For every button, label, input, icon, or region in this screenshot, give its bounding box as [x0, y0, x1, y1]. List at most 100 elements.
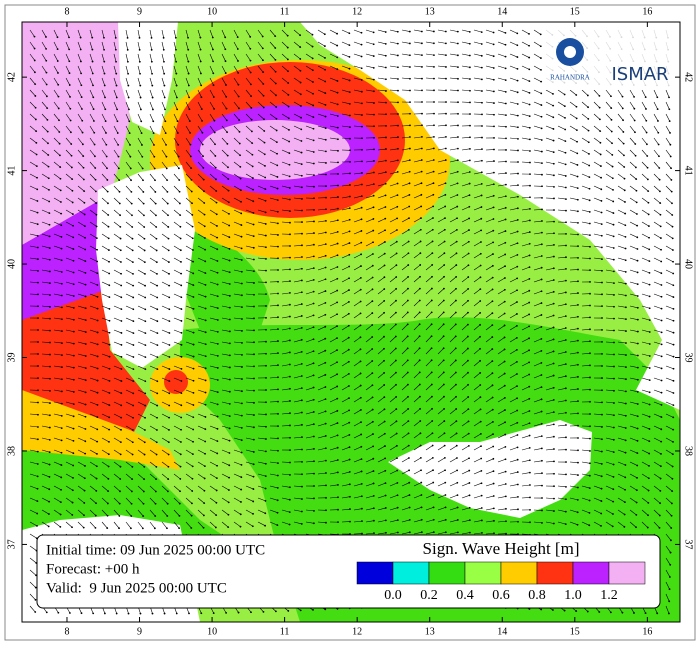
wave-arrow-head	[301, 175, 303, 177]
wave-arrow-head	[360, 265, 362, 267]
wave-arrow-head	[337, 161, 339, 163]
wave-arrow-head	[96, 478, 98, 480]
wave-field	[22, 22, 680, 622]
wave-arrow-head	[120, 441, 122, 443]
wave-arrow-head	[179, 515, 181, 517]
wave-arrow-head	[68, 37, 70, 39]
wave-arrow-head	[529, 115, 531, 117]
wave-arrow-head	[541, 243, 543, 245]
wave-arrow-head	[151, 85, 153, 87]
wave-arrow-head	[481, 113, 483, 115]
wave-arrow-head	[179, 503, 181, 505]
wave-arrow-head	[212, 72, 214, 74]
wave-arrow-head	[433, 113, 435, 115]
wave-arrow-head	[132, 308, 134, 310]
wave-arrow-head	[49, 259, 51, 261]
wave-arrow-head	[120, 273, 122, 275]
wave-arrow-head	[121, 356, 123, 358]
wave-arrow-head	[275, 94, 277, 96]
wave-arrow-head	[420, 445, 422, 447]
wave-arrow-head	[181, 368, 183, 370]
wave-arrow-head	[275, 106, 277, 108]
wave-arrow-head	[216, 465, 218, 467]
wave-arrow-head	[396, 470, 398, 472]
wave-arrow-head	[373, 79, 375, 81]
wave-arrow-head	[69, 84, 71, 86]
wave-arrow-head	[670, 156, 672, 158]
wave-arrow-head	[253, 329, 255, 331]
wave-arrow-head	[420, 469, 422, 471]
wave-arrow-head	[421, 42, 423, 44]
wave-arrow-head	[107, 515, 109, 517]
wave-arrow-head	[301, 186, 303, 188]
wave-arrow-head	[613, 464, 615, 466]
wave-arrow-head	[84, 249, 86, 251]
wave-arrow-head	[624, 213, 626, 215]
wave-arrow-head	[360, 421, 362, 423]
wave-arrow-head	[80, 49, 82, 51]
wave-arrow-head	[529, 104, 531, 106]
wave-arrow-head	[265, 246, 267, 248]
wave-arrow-head	[517, 150, 519, 152]
wave-arrow-head	[45, 60, 47, 62]
wave-arrow-head	[73, 355, 75, 357]
wave-arrow-head	[144, 356, 146, 358]
wave-arrow-head	[444, 482, 446, 484]
wave-arrow-head	[337, 208, 339, 210]
wave-arrow-head	[409, 494, 411, 496]
wave-arrow-head	[529, 255, 531, 257]
wave-arrow-head	[155, 503, 157, 505]
wave-arrow-head	[553, 186, 555, 188]
wave-arrow-head	[289, 187, 291, 189]
wave-arrow-head	[262, 59, 264, 61]
wave-arrow-head	[505, 533, 507, 535]
wave-arrow-head	[84, 453, 86, 455]
wave-arrow-head	[516, 289, 518, 291]
wave-arrow-head	[253, 294, 255, 296]
wave-arrow-head	[118, 515, 120, 517]
wave-arrow-head	[469, 113, 471, 115]
wave-arrow-head	[49, 247, 51, 249]
wave-arrow-head	[348, 397, 350, 399]
wave-arrow-head	[276, 524, 278, 526]
wave-arrow-head	[577, 210, 579, 212]
wave-arrow-head	[385, 507, 387, 509]
wave-arrow-head	[265, 414, 267, 416]
wave-arrow-head	[166, 168, 168, 170]
wave-arrow-head	[468, 433, 470, 435]
wave-arrow-head	[469, 160, 471, 162]
wave-arrow-head	[156, 320, 158, 322]
wave-arrow-head	[48, 177, 50, 179]
wave-arrow-head	[431, 300, 433, 302]
wave-arrow-head	[431, 335, 433, 337]
wave-arrow-head	[541, 197, 543, 199]
wave-arrow-head	[529, 243, 531, 245]
wave-arrow-head	[637, 319, 639, 321]
wave-arrow-head	[313, 473, 315, 475]
wave-arrow-head	[264, 165, 266, 167]
wave-arrow-head	[156, 273, 158, 275]
wave-arrow-head	[252, 488, 254, 490]
wave-arrow-head	[108, 441, 110, 443]
wave-arrow-head	[613, 330, 615, 332]
wave-arrow-head	[265, 211, 267, 213]
wave-arrow-head	[337, 115, 339, 117]
wave-arrow-head	[97, 368, 99, 370]
wave-arrow-head	[661, 404, 663, 406]
wave-arrow-head	[140, 120, 142, 122]
wave-arrow-head	[36, 177, 38, 179]
wave-arrow-head	[289, 376, 291, 378]
wave-arrow-head	[349, 173, 351, 175]
wave-arrow-head	[455, 396, 457, 398]
wave-arrow-head	[215, 167, 217, 169]
wave-arrow-head	[348, 301, 350, 303]
wave-arrow-head	[587, 118, 589, 120]
wave-arrow-head	[313, 522, 315, 524]
wave-arrow-head	[504, 434, 506, 436]
wave-arrow-head	[229, 415, 231, 417]
wave-arrow-head	[73, 319, 75, 321]
wave-arrow-head	[371, 324, 373, 326]
wave-arrow-head	[265, 281, 267, 283]
wave-arrow-head	[479, 348, 481, 350]
wave-arrow-head	[313, 151, 315, 153]
